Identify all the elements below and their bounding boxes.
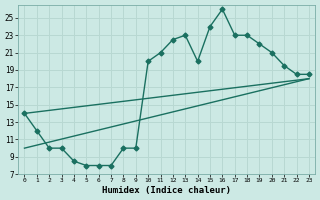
- X-axis label: Humidex (Indice chaleur): Humidex (Indice chaleur): [102, 186, 231, 195]
